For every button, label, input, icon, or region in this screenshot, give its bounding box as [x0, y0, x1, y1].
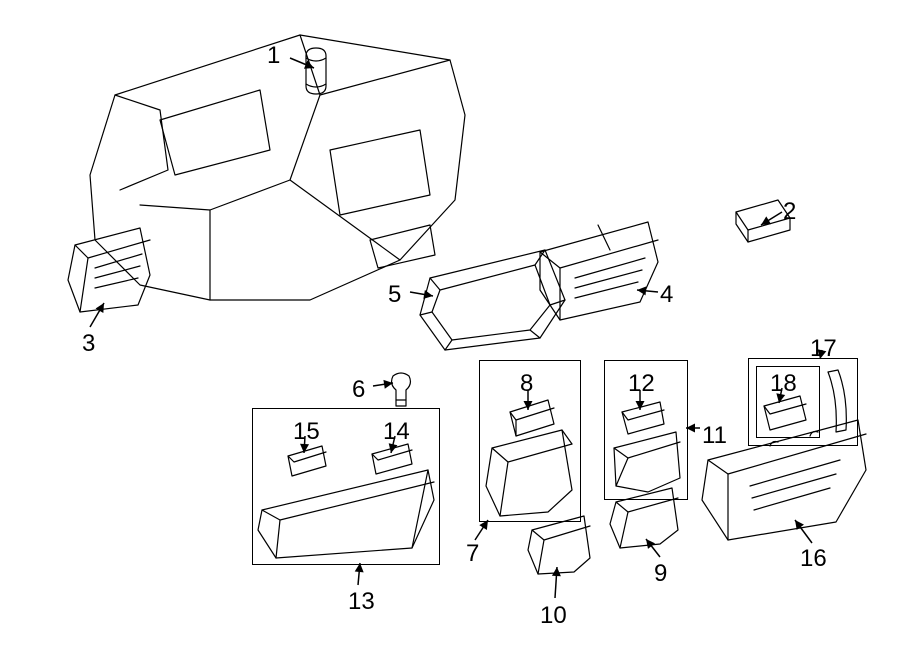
main-dash-panel: [90, 35, 465, 300]
callout-label-18: 18: [770, 370, 797, 398]
part-5-cluster: [432, 265, 550, 340]
part-3-vent-left: [68, 228, 150, 312]
leader-line-2: [761, 212, 782, 225]
callout-label-3: 3: [82, 330, 95, 358]
leader-line-5: [410, 292, 433, 296]
part-1-knob: [306, 48, 326, 94]
main-dash-panel: [115, 95, 168, 190]
callout-label-15: 15: [293, 418, 320, 446]
part-10-holder: [528, 516, 590, 574]
callout-label-11: 11: [702, 422, 727, 450]
parts-diagram: 123456789101112131415161718: [0, 0, 900, 661]
leader-line-6: [373, 383, 393, 386]
part-3-vent-left: [80, 258, 88, 312]
callout-label-10: 10: [540, 602, 567, 630]
arrowhead-3: [96, 303, 104, 313]
callout-label-5: 5: [388, 281, 401, 309]
part-6-bulb: [392, 373, 411, 400]
callout-label-6: 6: [352, 376, 365, 404]
arrowhead-2: [761, 216, 771, 225]
part-4-vent-center: [575, 258, 645, 298]
arrowhead-5: [423, 290, 433, 299]
callout-label-9: 9: [654, 560, 667, 588]
callout-label-7: 7: [466, 540, 479, 568]
arrowhead-10: [552, 567, 561, 576]
callout-label-1: 1: [267, 42, 280, 70]
callout-label-17: 17: [810, 335, 837, 363]
leader-line-13: [358, 563, 360, 585]
leader-line-1: [290, 58, 314, 68]
leader-line-10: [555, 567, 557, 598]
main-dash-panel: [140, 35, 320, 210]
part-1-knob: [306, 58, 326, 61]
arrowhead-16: [795, 520, 804, 530]
part-3-vent-left: [95, 254, 142, 288]
callout-label-8: 8: [520, 370, 533, 398]
callout-label-14: 14: [383, 418, 410, 446]
part-6-bulb: [396, 400, 406, 406]
callout-label-12: 12: [628, 370, 655, 398]
part-10-holder: [532, 526, 590, 540]
part-4-vent-center: [540, 222, 658, 320]
diagram-svg: [0, 0, 900, 661]
main-dash-panel: [370, 225, 435, 268]
arrowhead-1: [304, 60, 314, 68]
part-5-cluster: [420, 250, 565, 350]
part-2-cap: [736, 212, 790, 242]
leader-line-9: [646, 539, 660, 557]
part-10-holder: [538, 540, 544, 574]
arrowhead-9: [646, 539, 655, 549]
arrowhead-6: [383, 380, 393, 389]
part-4-vent-center: [598, 225, 610, 250]
part-2-cap: [736, 200, 790, 230]
part-16-undercover: [750, 460, 840, 510]
callout-label-2: 2: [783, 198, 796, 226]
main-dash-panel: [160, 90, 270, 175]
main-dash-panel: [330, 130, 430, 215]
arrowhead-4: [637, 286, 646, 295]
part-3-vent-left: [75, 240, 150, 258]
callout-label-4: 4: [660, 281, 673, 309]
part-5-cluster: [420, 250, 565, 350]
part-9-tray: [616, 498, 678, 512]
part-4-vent-center: [540, 240, 658, 268]
part-9-tray: [620, 512, 628, 548]
part-1-knob: [306, 84, 326, 87]
leader-line-16: [795, 520, 812, 543]
main-dash-panel: [290, 180, 400, 260]
leader-line-7: [475, 520, 488, 540]
leader-line-4: [637, 290, 658, 292]
group-box-13: [252, 408, 440, 565]
leader-line-3: [90, 303, 104, 327]
callout-label-16: 16: [800, 545, 827, 573]
main-dash-panel: [320, 60, 450, 95]
callout-label-13: 13: [348, 588, 375, 616]
